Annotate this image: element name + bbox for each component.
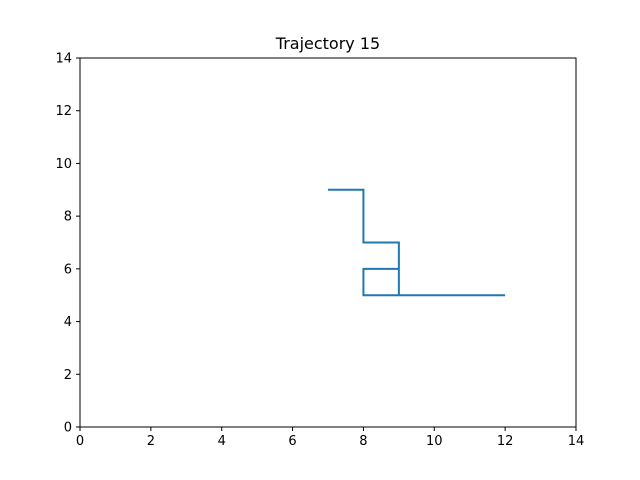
y-tick-label: 0 [64, 421, 72, 436]
trajectory-line-1 [328, 188, 506, 297]
x-tick-label: 14 [568, 434, 585, 449]
axes-frame [79, 57, 577, 428]
y-tick-label: 12 [55, 104, 72, 119]
x-tick-label: 2 [147, 434, 155, 449]
x-tick-label: 8 [359, 434, 367, 449]
y-tick-label: 8 [64, 210, 72, 225]
x-tick-label: 4 [218, 434, 226, 449]
y-tick-label: 10 [55, 157, 72, 172]
y-tick-label: 6 [64, 262, 72, 277]
y-tick-label: 14 [55, 52, 72, 67]
y-tick-label: 2 [64, 368, 72, 383]
chart-title: Trajectory 15 [275, 34, 380, 53]
plot-area [328, 188, 506, 297]
axes: 0 2 4 6 8 10 12 14 0 2 4 6 8 10 12 14 [55, 52, 584, 450]
x-tick-label: 12 [497, 434, 514, 449]
x-tick-label: 6 [288, 434, 296, 449]
x-tick-label: 10 [426, 434, 443, 449]
x-tick-label: 0 [76, 434, 84, 449]
y-tick-label: 4 [64, 315, 72, 330]
